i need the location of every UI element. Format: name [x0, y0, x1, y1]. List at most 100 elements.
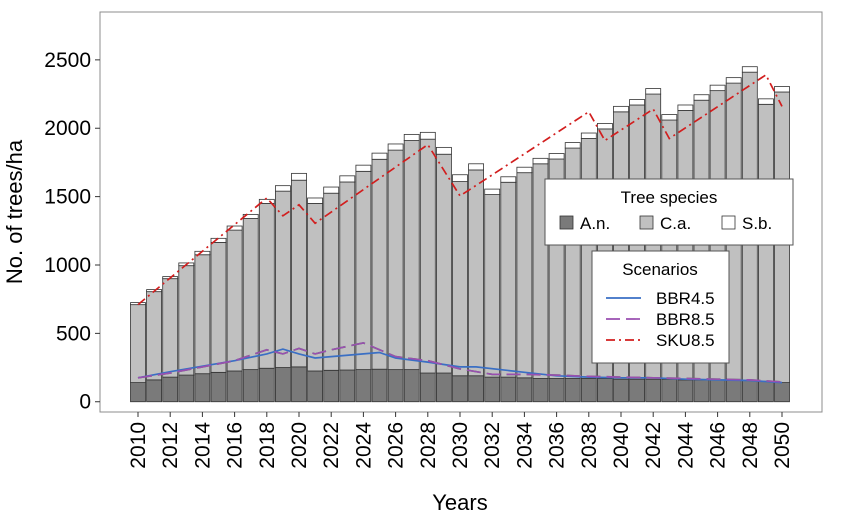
bar-sb-2030 [452, 174, 468, 182]
y-tick-label: 2500 [44, 49, 91, 72]
y-tick-label: 500 [56, 322, 91, 345]
bar-an-2037 [564, 378, 581, 403]
bar-an-2028 [419, 372, 436, 403]
bar-ca-2025 [371, 158, 388, 370]
bar-ca-2019 [274, 190, 291, 368]
bar-sb-2027 [403, 133, 420, 141]
bar-sb-2048 [741, 66, 758, 73]
bar-an-2017 [242, 369, 259, 403]
bar-an-2027 [403, 369, 420, 403]
x-tick-label: 2050 [771, 422, 794, 469]
legend-scenarios-title: Scenarios [622, 260, 698, 279]
bar-an-2012 [162, 376, 179, 403]
legend-scenarios: Scenarios BBR4.5 BBR8.5 SKU8.5 [591, 250, 730, 364]
x-tick-label: 2024 [352, 422, 375, 469]
bar-ca-2028 [419, 138, 436, 374]
bar-ca-2029 [435, 153, 452, 374]
bar-sb-2049 [758, 98, 774, 105]
bar-sb-2026 [387, 143, 404, 151]
bar-sb-2047 [725, 77, 742, 84]
bar-sb-2022 [323, 186, 340, 194]
bar-an-2021 [307, 370, 324, 403]
x-tick-label: 2040 [610, 422, 633, 469]
x-tick-label: 2032 [481, 422, 504, 469]
bar-ca-2017 [242, 218, 259, 371]
bar-sb-2029 [435, 146, 452, 155]
bar-sb-2034 [516, 166, 533, 174]
bar-ca-2010 [130, 304, 146, 383]
x-axis-title: Years [432, 490, 487, 515]
bar-sb-2046 [709, 84, 726, 92]
bar-an-2049 [758, 380, 774, 403]
x-tick-label: 2038 [578, 422, 601, 469]
x-tick-label: 2048 [739, 422, 762, 469]
bar-an-2033 [500, 376, 517, 403]
bar-an-2020 [291, 366, 307, 403]
bar-an-2046 [709, 379, 726, 403]
y-tick-label: 1500 [44, 186, 91, 209]
bar-ca-2016 [226, 229, 243, 372]
legend-label-bbr45: BBR4.5 [656, 289, 715, 308]
legend-key-an [559, 215, 574, 230]
y-axis-title: No. of trees/ha [2, 139, 27, 284]
bar-sb-2043 [661, 114, 678, 121]
legend-label-sku85: SKU8.5 [656, 331, 715, 350]
bar-sb-2036 [548, 153, 565, 160]
bar-an-2024 [355, 369, 372, 403]
bar-an-2016 [226, 370, 243, 403]
bar-sb-2024 [355, 164, 372, 172]
bar-an-2032 [484, 376, 501, 403]
bar-an-2035 [532, 378, 549, 403]
bar-an-2023 [339, 369, 356, 403]
x-tick-label: 2046 [707, 422, 730, 469]
legend-label-sb: S.b. [742, 214, 772, 233]
legend-label-an: A.n. [580, 214, 610, 233]
y-tick-label: 1000 [44, 254, 91, 277]
bar-sb-2028 [419, 131, 436, 140]
bar-ca-2013 [178, 265, 195, 376]
bar-an-2043 [661, 378, 678, 403]
bar-an-2026 [387, 369, 404, 403]
bar-an-2019 [274, 367, 291, 403]
bar-sb-2045 [693, 94, 710, 101]
bar-sb-2015 [210, 237, 227, 243]
legend-label-bbr85: BBR8.5 [656, 310, 715, 329]
bar-sb-2044 [677, 104, 694, 111]
bar-ca-2012 [162, 278, 179, 378]
bar-ca-2011 [146, 291, 163, 381]
bar-an-2018 [258, 367, 275, 403]
bar-ca-2022 [323, 192, 340, 371]
bar-an-2042 [645, 378, 662, 403]
legend-key-sb [721, 215, 736, 230]
bar-an-2010 [130, 382, 146, 403]
legend-label-ca: C.a. [660, 214, 691, 233]
x-tick-label: 2018 [256, 422, 279, 469]
bar-an-2025 [371, 368, 388, 403]
bar-an-2014 [194, 373, 211, 403]
bar-ca-2034 [516, 172, 533, 379]
bar-ca-2024 [355, 170, 372, 371]
bar-an-2041 [629, 378, 645, 403]
bar-ca-2026 [387, 149, 404, 371]
legend-tree-species-title: Tree species [621, 188, 718, 207]
bar-an-2013 [178, 374, 195, 403]
bar-an-2038 [580, 378, 597, 403]
x-tick-label: 2020 [288, 422, 311, 469]
bar-an-2044 [677, 379, 694, 403]
bar-an-2034 [516, 377, 533, 403]
bar-an-2039 [597, 378, 613, 403]
x-tick-label: 2044 [674, 422, 697, 469]
line-sku85 [137, 73, 783, 306]
x-tick-label: 2010 [127, 422, 150, 469]
bar-sb-2037 [564, 142, 581, 149]
x-tick-label: 2012 [159, 422, 182, 469]
bar-sb-2016 [226, 225, 243, 231]
bar-sb-2020 [291, 172, 307, 181]
bar-an-2040 [613, 378, 629, 403]
x-tick-label: 2026 [385, 422, 408, 469]
bar-ca-2018 [258, 203, 275, 369]
bar-ca-2032 [484, 194, 501, 378]
line-bbr85 [137, 342, 783, 383]
x-tick-label: 2028 [417, 422, 440, 469]
